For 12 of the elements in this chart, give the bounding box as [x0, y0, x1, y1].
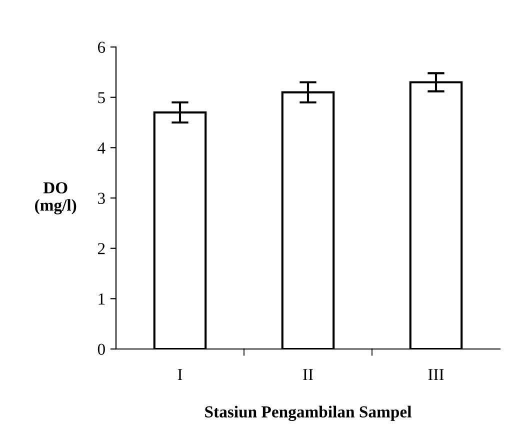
- y-tick-label: 2: [98, 243, 105, 254]
- x-axis-title: Stasiun Pengambilan Sampel: [205, 406, 412, 422]
- y-tick-label: 4: [98, 142, 106, 154]
- x-tick-label: I: [178, 369, 182, 380]
- y-tick-label: 1: [98, 293, 105, 304]
- y-tick-label: 3: [98, 192, 105, 204]
- y-tick-label: 6: [98, 42, 106, 53]
- y-tick-label: 0: [98, 344, 105, 355]
- x-tick-label: III: [428, 369, 444, 380]
- y-axis-title: DO (mg/l): [35, 182, 76, 214]
- y-tick-label: 5: [98, 92, 105, 104]
- x-tick-label: II: [303, 369, 313, 380]
